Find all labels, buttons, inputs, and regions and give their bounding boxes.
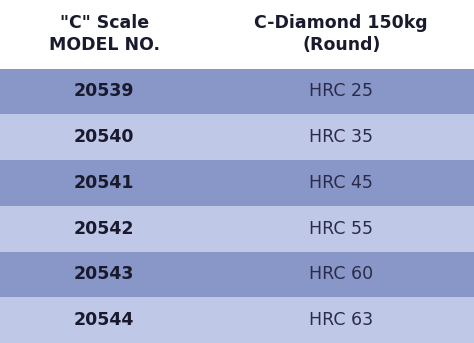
Text: 20539: 20539	[74, 82, 135, 100]
Text: 20544: 20544	[74, 311, 135, 329]
Text: 20540: 20540	[74, 128, 135, 146]
Bar	[0, 251, 474, 297]
Text: HRC 45: HRC 45	[310, 174, 373, 192]
Text: HRC 63: HRC 63	[309, 311, 374, 329]
Bar	[0, 206, 474, 251]
Text: "C" Scale
MODEL NO.: "C" Scale MODEL NO.	[49, 14, 160, 55]
Bar	[0, 114, 474, 160]
Text: HRC 35: HRC 35	[309, 128, 374, 146]
Text: C-Diamond 150kg
(Round): C-Diamond 150kg (Round)	[255, 14, 428, 55]
Text: HRC 25: HRC 25	[309, 82, 374, 100]
Bar	[0, 69, 474, 114]
Text: 20542: 20542	[74, 220, 135, 238]
Text: HRC 55: HRC 55	[309, 220, 374, 238]
Text: HRC 60: HRC 60	[309, 265, 374, 283]
Bar	[0, 160, 474, 206]
Text: 20543: 20543	[74, 265, 135, 283]
Bar	[0, 297, 474, 343]
Text: 20541: 20541	[74, 174, 135, 192]
